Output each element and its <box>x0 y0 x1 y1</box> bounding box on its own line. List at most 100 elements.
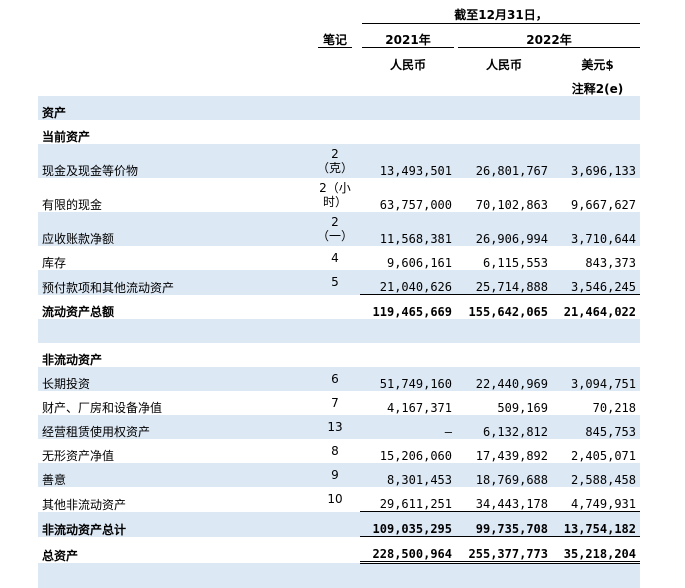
value-2022-usd: 3,710,644 <box>552 212 640 246</box>
total-row-current-assets: 流动资产总额 119,465,669 155,642,065 21,464,02… <box>38 295 640 320</box>
usd-footnote: 注释2(e) <box>555 80 640 97</box>
value-2021: 9,606,161 <box>360 246 456 270</box>
currency-usd: 美元$ <box>555 56 640 73</box>
value-2022-usd: 21,464,022 <box>552 295 640 320</box>
row-note: 2（克） <box>310 144 360 178</box>
row-label: 流动资产总额 <box>38 295 310 320</box>
value-2022-rmb: 22,440,969 <box>456 367 552 391</box>
value-2022-rmb: 509,169 <box>456 391 552 415</box>
value-2022-rmb: 25,714,888 <box>456 270 552 295</box>
spacer-row <box>38 319 640 343</box>
row-label: 其他非流动资产 <box>38 487 310 512</box>
section-row-current-assets: 当前资产 <box>38 120 640 144</box>
table-row: 应收账款净额 2（一） 11,568,381 26,906,994 3,710,… <box>38 212 640 246</box>
table-row: 善意 9 8,301,453 18,769,688 2,588,458 <box>38 463 640 487</box>
value-2021: — <box>360 415 456 439</box>
currency-rmb-2021: 人民币 <box>362 56 454 73</box>
table-row: 其他非流动资产 10 29,611,251 34,443,178 4,749,9… <box>38 487 640 512</box>
row-label: 长期投资 <box>38 367 310 391</box>
value-2021: 119,465,669 <box>360 295 456 320</box>
table-row: 经营租赁使用权资产 13 — 6,132,812 845,753 <box>38 415 640 439</box>
row-label: 当前资产 <box>38 120 310 144</box>
value-2022-rmb: 155,642,065 <box>456 295 552 320</box>
period-underline <box>362 23 640 24</box>
year-2021-header: 2021年 <box>362 31 454 48</box>
table-row: 预付款项和其他流动资产 5 21,040,626 25,714,888 3,54… <box>38 270 640 295</box>
row-note: 9 <box>310 463 360 487</box>
value-2021: 8,301,453 <box>360 463 456 487</box>
row-label: 应收账款净额 <box>38 212 310 246</box>
row-note: 6 <box>310 367 360 391</box>
section-row-noncurrent-assets: 非流动资产 <box>38 343 640 367</box>
row-note: 8 <box>310 439 360 463</box>
value-2021: 51,749,160 <box>360 367 456 391</box>
row-label: 资产 <box>38 96 310 120</box>
row-label: 库存 <box>38 246 310 270</box>
value-2022-usd: 13,754,182 <box>552 512 640 537</box>
row-note: 13 <box>310 415 360 439</box>
balance-sheet-table: 资产 当前资产 现金及现金等价物 2（克） 13,493,501 26,801,… <box>38 96 640 588</box>
row-note: 2（一） <box>310 212 360 246</box>
row-label: 经营租赁使用权资产 <box>38 415 310 439</box>
year-2022-header: 2022年 <box>458 31 640 48</box>
section-row-assets: 资产 <box>38 96 640 120</box>
year-2021-underline <box>362 47 454 48</box>
table-row: 现金及现金等价物 2（克） 13,493,501 26,801,767 3,69… <box>38 144 640 178</box>
value-2021: 63,757,000 <box>360 178 456 212</box>
period-header: 截至12月31日， <box>362 6 640 23</box>
value-2022-rmb: 6,115,553 <box>456 246 552 270</box>
value-2022-rmb: 99,735,708 <box>456 512 552 537</box>
value-2022-usd: 3,696,133 <box>552 144 640 178</box>
value-2022-usd: 2,588,458 <box>552 463 640 487</box>
value-2021: 21,040,626 <box>360 270 456 295</box>
note-underline <box>318 47 352 48</box>
total-row-total-assets: 总资产 228,500,964 255,377,773 35,218,204 <box>38 537 640 563</box>
value-2022-usd: 845,753 <box>552 415 640 439</box>
value-2021: 4,167,371 <box>360 391 456 415</box>
value-2022-rmb: 255,377,773 <box>456 537 552 563</box>
year-2022-underline <box>458 47 640 48</box>
value-2022-usd: 2,405,071 <box>552 439 640 463</box>
value-2022-rmb: 26,801,767 <box>456 144 552 178</box>
row-label: 非流动资产总计 <box>38 512 310 537</box>
row-note: 4 <box>310 246 360 270</box>
row-label: 善意 <box>38 463 310 487</box>
row-label: 总资产 <box>38 537 310 563</box>
value-2022-usd: 9,667,627 <box>552 178 640 212</box>
value-2022-usd: 843,373 <box>552 246 640 270</box>
total-row-noncurrent-assets: 非流动资产总计 109,035,295 99,735,708 13,754,18… <box>38 512 640 537</box>
row-note: 10 <box>310 487 360 512</box>
value-2022-rmb: 18,769,688 <box>456 463 552 487</box>
value-2022-usd: 4,749,931 <box>552 487 640 512</box>
row-note: 2（小时） <box>310 178 360 212</box>
table-row: 无形资产净值 8 15,206,060 17,439,892 2,405,071 <box>38 439 640 463</box>
row-note: 7 <box>310 391 360 415</box>
value-2022-rmb: 6,132,812 <box>456 415 552 439</box>
value-2022-usd: 3,546,245 <box>552 270 640 295</box>
note-column-header: 笔记 <box>310 31 360 48</box>
value-2022-usd: 70,218 <box>552 391 640 415</box>
row-label: 预付款项和其他流动资产 <box>38 270 310 295</box>
value-2021: 15,206,060 <box>360 439 456 463</box>
value-2022-usd: 35,218,204 <box>552 537 640 563</box>
row-label: 现金及现金等价物 <box>38 144 310 178</box>
row-label: 有限的现金 <box>38 178 310 212</box>
value-2021: 11,568,381 <box>360 212 456 246</box>
value-2021: 109,035,295 <box>360 512 456 537</box>
value-2022-rmb: 34,443,178 <box>456 487 552 512</box>
table-row: 库存 4 9,606,161 6,115,553 843,373 <box>38 246 640 270</box>
value-2022-rmb: 70,102,863 <box>456 178 552 212</box>
value-2022-rmb: 17,439,892 <box>456 439 552 463</box>
row-note: 5 <box>310 270 360 295</box>
value-2021: 228,500,964 <box>360 537 456 563</box>
table-row: 财产、厂房和设备净值 7 4,167,371 509,169 70,218 <box>38 391 640 415</box>
spacer-row <box>38 563 640 588</box>
table-row: 有限的现金 2（小时） 63,757,000 70,102,863 9,667,… <box>38 178 640 212</box>
currency-rmb-2022: 人民币 <box>458 56 550 73</box>
table-row: 长期投资 6 51,749,160 22,440,969 3,094,751 <box>38 367 640 391</box>
value-2021: 13,493,501 <box>360 144 456 178</box>
value-2021: 29,611,251 <box>360 487 456 512</box>
value-2022-rmb: 26,906,994 <box>456 212 552 246</box>
row-label: 财产、厂房和设备净值 <box>38 391 310 415</box>
row-label: 无形资产净值 <box>38 439 310 463</box>
